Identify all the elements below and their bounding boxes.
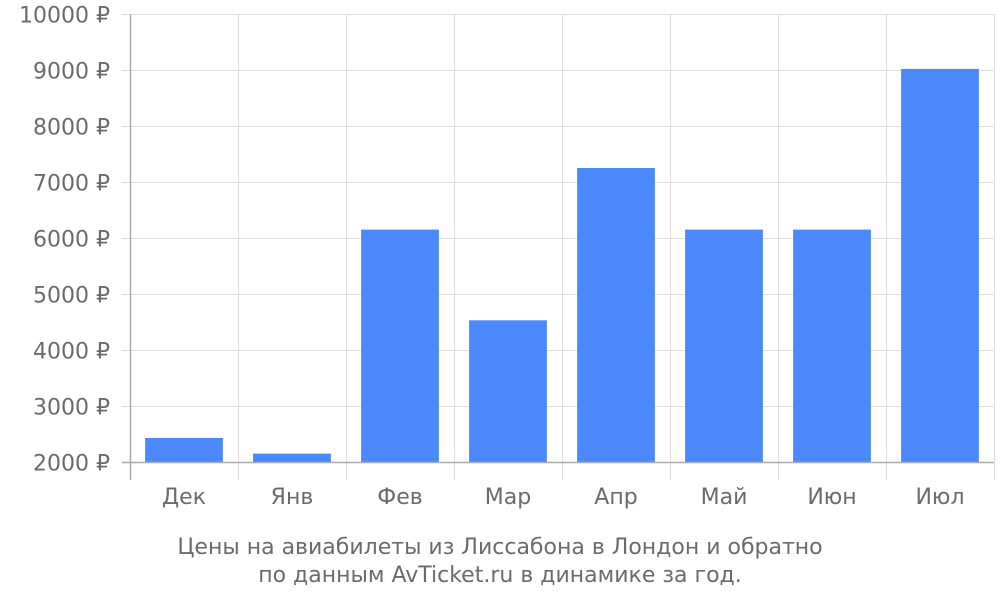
bar <box>253 453 331 462</box>
x-tick-label: Июн <box>807 485 856 510</box>
y-tick-label: 9000 ₽ <box>33 60 110 85</box>
x-tick-label: Июл <box>915 485 964 510</box>
bar <box>577 168 655 462</box>
y-tick-label: 3000 ₽ <box>33 396 110 421</box>
chart-caption-line-2: по данным AvTicket.ru в динамике за год. <box>258 563 742 588</box>
y-tick-label: 5000 ₽ <box>33 284 110 309</box>
x-tick-label: Фев <box>377 485 422 510</box>
bar <box>469 320 547 462</box>
bars <box>145 68 979 462</box>
x-tick-label: Май <box>701 485 748 510</box>
chart-caption-line-1: Цены на авиабилеты из Лиссабона в Лондон… <box>177 535 823 560</box>
x-tick-label: Дек <box>162 485 206 510</box>
tick-labels: 2000 ₽ 3000 ₽ 4000 ₽ 5000 ₽ 6000 ₽ 7000 ₽ 8000… <box>19 4 965 511</box>
y-tick-label: 7000 ₽ <box>33 172 110 197</box>
bar <box>901 68 979 462</box>
bar <box>685 229 763 462</box>
bar <box>361 229 439 462</box>
bar-chart: 2000 ₽ 3000 ₽ 4000 ₽ 5000 ₽ 6000 ₽ 7000 ₽ 8000… <box>19 4 995 511</box>
y-tick-label: 10000 ₽ <box>19 4 110 29</box>
x-tick-label: Мар <box>485 485 531 510</box>
bar <box>793 229 871 462</box>
gridlines <box>122 14 995 480</box>
x-tick-label: Апр <box>594 485 637 510</box>
y-tick-label: 4000 ₽ <box>33 340 110 365</box>
y-tick-label: 6000 ₽ <box>33 228 110 253</box>
x-tick-label: Янв <box>271 485 314 510</box>
axes <box>122 14 994 480</box>
y-tick-label: 8000 ₽ <box>33 116 110 141</box>
bar <box>145 437 223 462</box>
y-tick-label: 2000 ₽ <box>33 452 110 477</box>
